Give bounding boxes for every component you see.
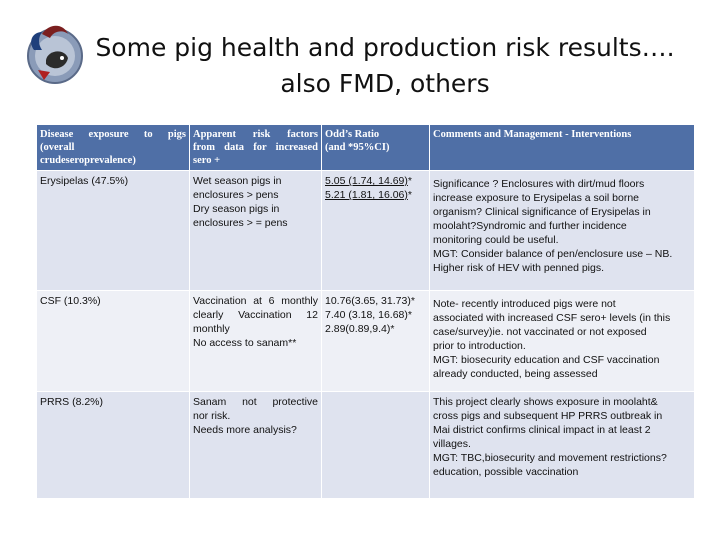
table-row: Erysipelas (47.5%) Wet season pigs in en… <box>36 170 695 291</box>
project-logo-icon <box>27 25 83 84</box>
cell-odds-ratio: 5.05 (1.74, 14.69)* 5.21 (1.81, 16.06)* <box>321 170 430 291</box>
table-header-row: Disease exposure to pigs (overall crudes… <box>36 124 695 171</box>
cell-disease: PRRS (8.2%) <box>36 391 190 499</box>
cell-disease: Erysipelas (47.5%) <box>36 170 190 291</box>
cell-odds-ratio: 10.76(3.65, 31.73)* 7.40 (3.18, 16.68)* … <box>321 290 430 392</box>
header-disease: Disease exposure to pigs (overall crudes… <box>36 124 190 171</box>
header-comments: Comments and Management - Interventions <box>429 124 695 171</box>
table-row: CSF (10.3%) Vaccination at 6 monthly cle… <box>36 290 695 392</box>
header-odds-ratio: Odd’s Ratio (and *95%CI) <box>321 124 430 171</box>
header-risk-factors: Apparent risk factors from data for incr… <box>189 124 322 171</box>
cell-risk-factors: Wet season pigs in enclosures > pens Dry… <box>189 170 322 291</box>
cell-comments: Significance ? Enclosures with dirt/mud … <box>429 170 695 291</box>
cell-comments: This project clearly shows exposure in m… <box>429 391 695 499</box>
slide-title-line1: Some pig health and production risk resu… <box>95 33 675 62</box>
risk-results-table: Disease exposure to pigs (overall crudes… <box>36 124 695 499</box>
table-row: PRRS (8.2%) Sanam not protective nor ris… <box>36 391 695 499</box>
cell-comments: Note- recently introduced pigs were not … <box>429 290 695 392</box>
slide-title-line2: also FMD, others <box>280 69 490 98</box>
cell-disease: CSF (10.3%) <box>36 290 190 392</box>
cell-risk-factors: Vaccination at 6 monthly clearly Vaccina… <box>189 290 322 392</box>
slide-title: Some pig health and production risk resu… <box>60 30 710 102</box>
cell-risk-factors: Sanam not protective nor risk. Needs mor… <box>189 391 322 499</box>
cell-odds-ratio <box>321 391 430 499</box>
